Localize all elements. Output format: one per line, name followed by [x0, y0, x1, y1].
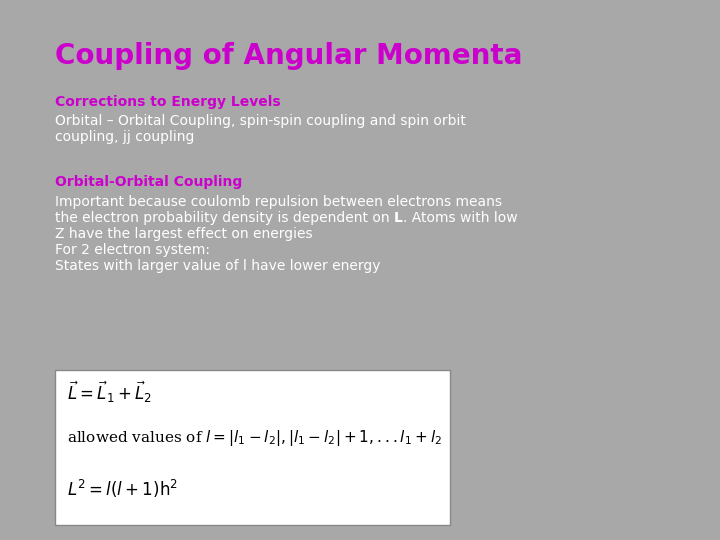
Text: Z have the largest effect on energies: Z have the largest effect on energies: [55, 227, 312, 241]
Text: $\vec{L} = \vec{L}_1 + \vec{L}_2$: $\vec{L} = \vec{L}_1 + \vec{L}_2$: [67, 380, 152, 406]
Text: L: L: [394, 211, 403, 225]
Text: Coupling of Angular Momenta: Coupling of Angular Momenta: [55, 42, 523, 70]
Text: Important because coulomb repulsion between electrons means: Important because coulomb repulsion betw…: [55, 195, 502, 209]
Text: For 2 electron system:: For 2 electron system:: [55, 243, 210, 257]
Text: Orbital – Orbital Coupling, spin-spin coupling and spin orbit: Orbital – Orbital Coupling, spin-spin co…: [55, 114, 466, 128]
Text: States with larger value of l have lower energy: States with larger value of l have lower…: [55, 259, 380, 273]
Text: coupling, jj coupling: coupling, jj coupling: [55, 130, 194, 144]
Text: Orbital-Orbital Coupling: Orbital-Orbital Coupling: [55, 175, 242, 189]
Text: allowed values of $l = |l_1 - l_2|, |l_1 - l_2| + 1,...l_1 + l_2$: allowed values of $l = |l_1 - l_2|, |l_1…: [67, 428, 442, 448]
Text: the electron probability density is dependent on: the electron probability density is depe…: [55, 211, 394, 225]
Text: . Atoms with low: . Atoms with low: [403, 211, 518, 225]
Text: Corrections to Energy Levels: Corrections to Energy Levels: [55, 95, 281, 109]
Bar: [55, 370, 450, 525]
Text: $L^2 = l(l+1)\mathrm{h}^2$: $L^2 = l(l+1)\mathrm{h}^2$: [67, 478, 178, 500]
